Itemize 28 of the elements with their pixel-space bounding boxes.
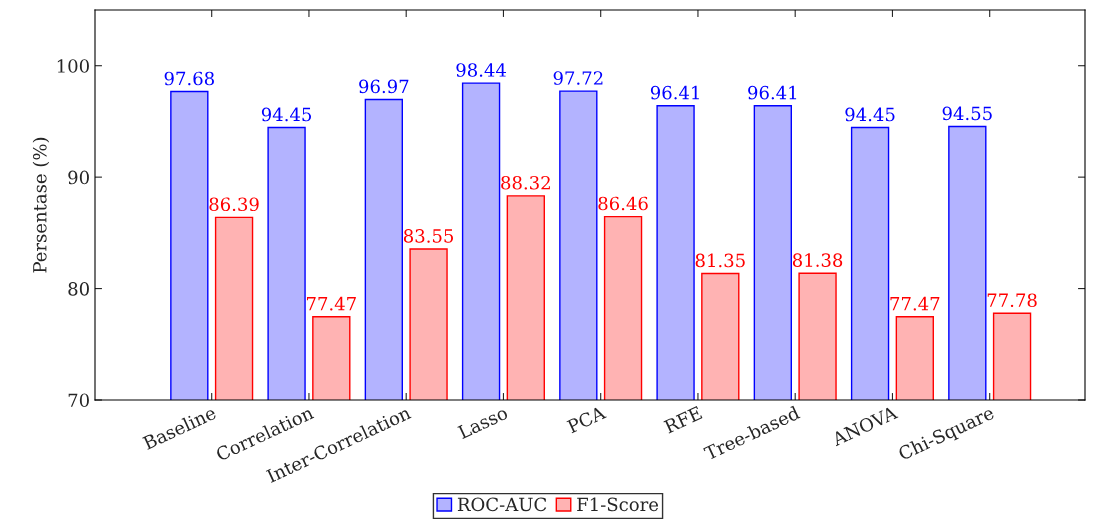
legend-label: ROC-AUC [457,497,547,512]
data-label: 97.68 [164,71,214,86]
data-label: 86.39 [209,197,259,212]
legend-label: F1-Score [577,497,659,512]
data-label: 77.47 [306,296,356,311]
y-tick-label: 100 [57,59,89,73]
data-label: 77.47 [890,296,940,311]
data-label: 86.46 [598,196,648,211]
data-label: 96.41 [748,85,797,100]
data-label: 94.45 [261,107,312,122]
data-label: 98.44 [456,63,507,77]
data-label: 96.97 [359,79,409,94]
data-label: 96.41 [650,85,699,100]
x-tick-label: Lasso [457,405,509,440]
y-axis-title: Persentase (%) [32,137,50,273]
y-tick-label: 80 [68,282,89,296]
data-label: 94.45 [845,107,895,122]
x-tick-label: RFE [663,405,703,434]
y-tick-label: 70 [68,393,89,408]
data-label: 97.72 [553,71,603,85]
data-label: 77.78 [987,293,1037,308]
data-label: 81.38 [792,253,843,267]
data-label: 94.55 [942,106,992,121]
x-tick-label: PCA [566,405,607,434]
data-label: 88.32 [501,175,550,190]
data-label: 81.35 [695,253,745,268]
y-tick-label: 90 [68,170,89,185]
data-label: 83.55 [403,229,454,243]
